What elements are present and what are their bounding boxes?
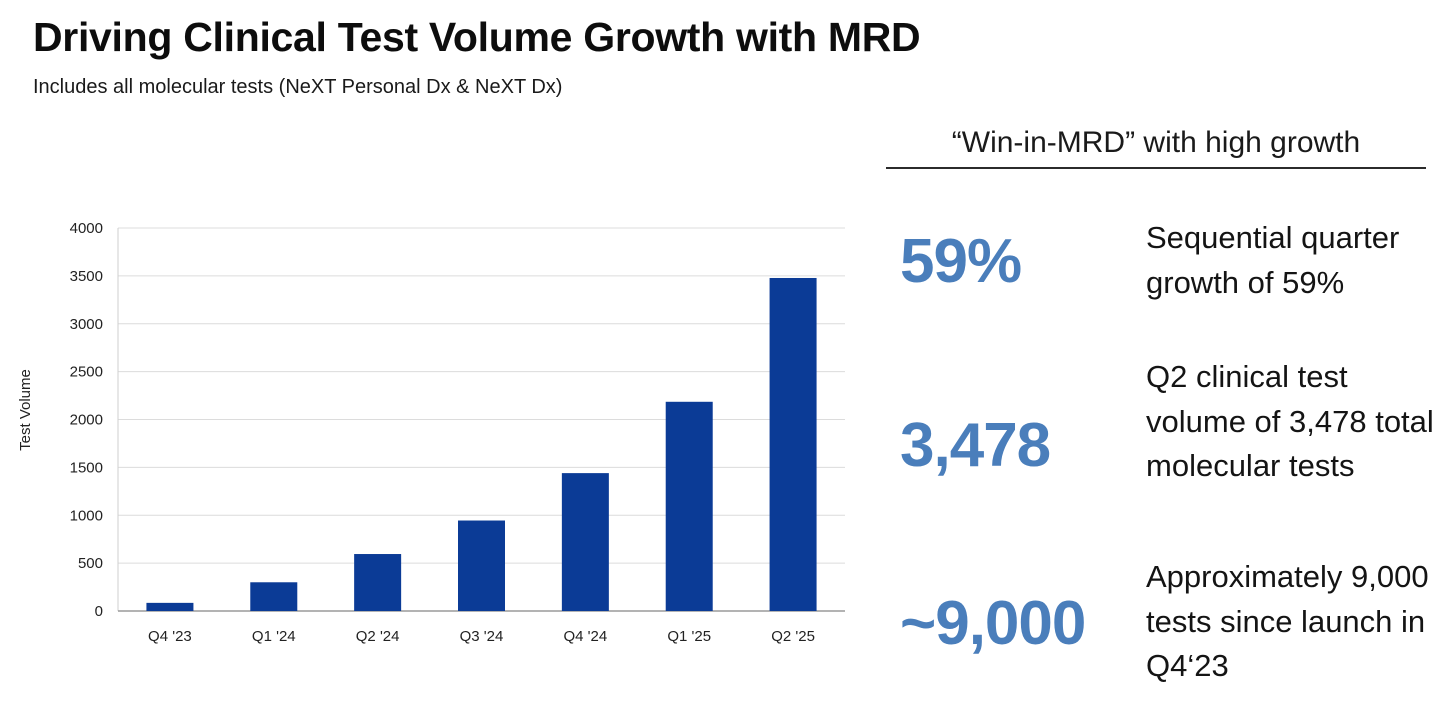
y-tick-label: 2500 (70, 364, 103, 381)
x-tick-label: Q3 '24 (460, 628, 504, 645)
bar (458, 520, 505, 611)
bar (561, 473, 609, 611)
panel-divider (886, 167, 1426, 169)
x-tick-label: Q4 '23 (148, 628, 192, 645)
panel-heading: “Win-in-MRD” with high growth (951, 126, 1361, 159)
y-axis-label: Test Volume (17, 369, 34, 451)
y-tick-label: 4000 (70, 220, 103, 237)
y-tick-label: 2000 (70, 412, 103, 429)
x-tick-label: Q1 '25 (667, 628, 711, 645)
x-tick-label: Q2 '24 (356, 628, 400, 645)
y-tick-label: 1000 (70, 507, 103, 524)
x-tick-label: Q2 '25 (771, 628, 815, 645)
stat-desc-total-tests: Approximately 9,000 tests since launch i… (1146, 559, 1429, 683)
bar (354, 554, 402, 611)
y-tick-label: 500 (78, 555, 103, 572)
page-subtitle: Includes all molecular tests (NeXT Perso… (33, 76, 563, 98)
x-tick-label: Q4 '24 (563, 628, 607, 645)
x-tick-label: Q1 '24 (252, 628, 296, 645)
bar (250, 582, 298, 611)
bar (769, 277, 817, 611)
page-title: Driving Clinical Test Volume Growth with… (33, 14, 921, 60)
y-tick-label: 1500 (70, 459, 103, 476)
stat-value-growth: 59% (900, 227, 1022, 296)
bar (665, 401, 713, 611)
y-tick-label: 0 (95, 603, 103, 620)
stat-value-total-tests: ~9,000 (900, 589, 1086, 658)
y-tick-label: 3500 (70, 268, 103, 285)
stat-desc-q2-volume: Q2 clinical test volume of 3,478 total m… (1146, 359, 1434, 483)
stat-value-q2-volume: 3,478 (900, 411, 1051, 480)
y-tick-label: 3000 (70, 316, 103, 333)
stat-desc-growth: Sequential quarter growth of 59% (1146, 220, 1400, 300)
test-volume-bar-chart: 0 500 1000 1500 2000 2500 3000 3500 4000 Q4 '23 Q… (17, 220, 845, 645)
bar (146, 602, 194, 611)
